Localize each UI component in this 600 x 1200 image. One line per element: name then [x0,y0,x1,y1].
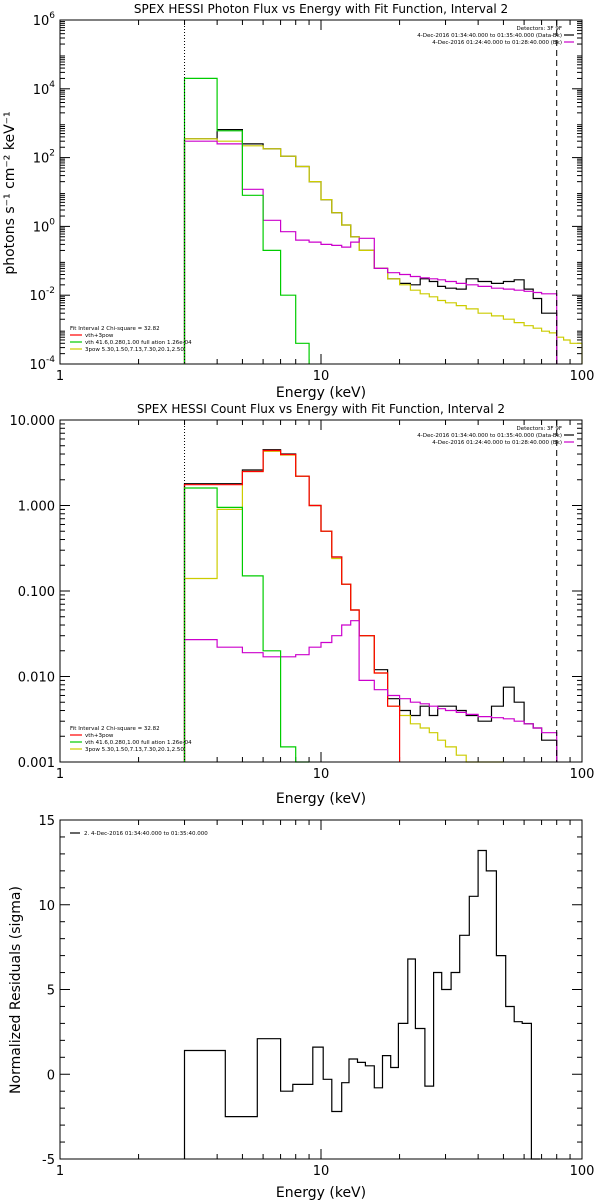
photon-flux-ytick-base-5: 10 [33,14,50,29]
count-flux-series [183,449,558,763]
residuals-ticks: 1 10 100 -5 0 5 10 15 [38,814,594,1179]
photon-flux-legend-fit: Fit Interval 2 Chi-square = 32.82vth+3po… [70,326,192,353]
residuals-xlabel: Energy (keV) [276,1185,366,1200]
photon-flux-ytick-exp-5: 6 [49,11,55,21]
count-flux-legend-entry-0: 4-Dec-2016 01:34:40.000 to 01:35:40.000 … [417,433,562,439]
residuals-ytick-label-1: 0 [47,1068,55,1083]
photon-flux-vlines [184,20,558,364]
photon-flux-ytick-base-4: 10 [33,83,50,98]
photon-flux-series-0 [183,129,558,364]
count-flux-ytick-label-4: 10.000 [10,414,56,429]
count-flux-series-2 [183,449,401,762]
photon-flux-ytick-label-3: 102 [33,149,55,167]
photon-flux-legend-header: Detectors: 3F 9F [516,26,562,32]
photon-flux-xtick-label-2: 100 [570,369,595,384]
residuals-plot-frame [59,819,583,1160]
count-flux-series-3 [183,620,558,762]
photon-flux-ytick-exp-1: -2 [46,286,55,296]
count-flux-fit-entry-2: 3pow 5.30,1.50,7.13,7.30,20.1,2.50 [85,747,184,753]
count-flux-vlines [184,420,558,762]
count-flux-xtick-label-1: 10 [313,767,330,782]
count-flux-legend-entry-1: 4-Dec-2016 01:24:40.000 to 01:28:40.000 … [432,440,562,446]
residuals-ytick-label-4: 15 [38,814,55,829]
count-flux-ytick-label-3: 1.000 [18,500,55,515]
count-flux-ytick-label-1: 0.010 [18,671,55,686]
photon-flux-ylabel: photons s⁻¹ cm⁻² keV⁻¹ [2,111,18,274]
count-flux-xtick-label-2: 100 [570,767,595,782]
count-flux-series-0 [183,449,558,762]
photon-flux-series-1 [183,138,583,364]
photon-flux-ytick-exp-4: 4 [49,80,55,90]
count-flux-fit-entry-0: vth+3pow [85,733,114,739]
count-flux-fit-entry-1: vth 41.6,0.280,1.00 full ation 1.26e-04 [85,740,192,746]
photon-flux-fit-header: Fit Interval 2 Chi-square = 32.82 [70,326,160,332]
count-flux-legend-fit: Fit Interval 2 Chi-square = 32.82vth+3po… [70,726,192,753]
residuals-series [183,849,540,1160]
photon-flux-ytick-label-5: 106 [33,11,56,29]
residuals-xtick-label-0: 1 [56,1164,64,1179]
photon-flux-title: SPEX HESSI Photon Flux vs Energy with Fi… [134,2,508,16]
photon-flux-series-2 [183,140,558,364]
photon-flux-series [183,77,583,364]
residuals-ytick-label-0: -5 [42,1153,55,1168]
count-flux-xlabel: Energy (keV) [276,791,366,807]
photon-flux-ytick-label-1: 10-2 [29,286,55,304]
photon-flux-fit-entry-0: vth+3pow [85,333,114,339]
residuals-legend-entry-0: 2. 4-Dec-2016 01:34:40.000 to 01:35:40.0… [84,831,208,837]
photon-flux-ytick-label-4: 104 [33,80,56,98]
count-flux-xtick-label-0: 1 [56,767,64,782]
count-flux-legend-header: Detectors: 3F 9F [516,426,562,432]
photon-flux-ytick-base-0: 10 [29,358,46,373]
residuals-series-0 [183,849,540,1160]
count-flux-ytick-label-0: 0.001 [18,756,55,771]
count-flux-series-1 [183,450,504,763]
photon-flux-ytick-exp-3: 2 [49,149,55,159]
photon-flux-legend-entry-1: 4-Dec-2016 01:24:40.000 to 01:28:40.000 … [432,40,562,46]
count-flux-ytick-label-2: 0.100 [18,585,55,600]
residuals-xtick-label-2: 100 [570,1164,595,1179]
count-flux-panel: SPEX HESSI Count Flux vs Energy with Fit… [10,402,595,807]
photon-flux-plot-frame [59,19,583,365]
photon-flux-ytick-label-0: 10-4 [29,355,55,373]
count-flux-ticks: 1 10 100 0.001 0.010 0.100 1.000 10.000 [10,414,595,782]
photon-flux-ytick-exp-0: -4 [46,355,55,365]
count-flux-series-4 [183,487,310,763]
residuals-xtick-label-1: 10 [313,1164,330,1179]
photon-flux-series-3 [183,77,310,364]
photon-flux-ytick-exp-2: 0 [49,217,55,227]
photon-flux-fit-entry-2: 3pow 5.30,1.50,7.13,7.30,20.1,2.50 [85,347,184,353]
count-flux-legend-top: Detectors: 3F 9F4-Dec-2016 01:34:40.000 … [417,426,574,446]
photon-flux-xtick-label-0: 1 [56,369,64,384]
photon-flux-panel: SPEX HESSI Photon Flux vs Energy with Fi… [2,2,594,401]
residuals-ylabel: Normalized Residuals (sigma) [8,886,24,1094]
residuals-ytick-label-3: 10 [38,899,55,914]
photon-flux-legend-top: Detectors: 3F 9F4-Dec-2016 01:34:40.000 … [417,26,574,46]
count-flux-title: SPEX HESSI Count Flux vs Energy with Fit… [137,402,505,416]
residuals-ytick-label-2: 5 [47,984,55,999]
photon-flux-legend-entry-0: 4-Dec-2016 01:34:40.000 to 01:35:40.000 … [417,33,562,39]
photon-flux-ytick-base-2: 10 [33,220,50,235]
count-flux-plot-frame [59,419,583,763]
residuals-legend-top: 2. 4-Dec-2016 01:34:40.000 to 01:35:40.0… [70,831,208,837]
photon-flux-ytick-label-2: 100 [33,217,56,235]
photon-flux-xlabel: Energy (keV) [276,385,366,401]
photon-flux-ytick-base-3: 10 [33,152,50,167]
photon-flux-ytick-base-1: 10 [29,289,46,304]
count-flux-fit-header: Fit Interval 2 Chi-square = 32.82 [70,726,160,732]
photon-flux-fit-entry-1: vth 41.6,0.280,1.00 full ation 1.26e-04 [85,340,192,346]
residuals-panel: Energy (keV) Normalized Residuals (sigma… [8,814,594,1200]
photon-flux-xtick-label-1: 10 [313,369,330,384]
